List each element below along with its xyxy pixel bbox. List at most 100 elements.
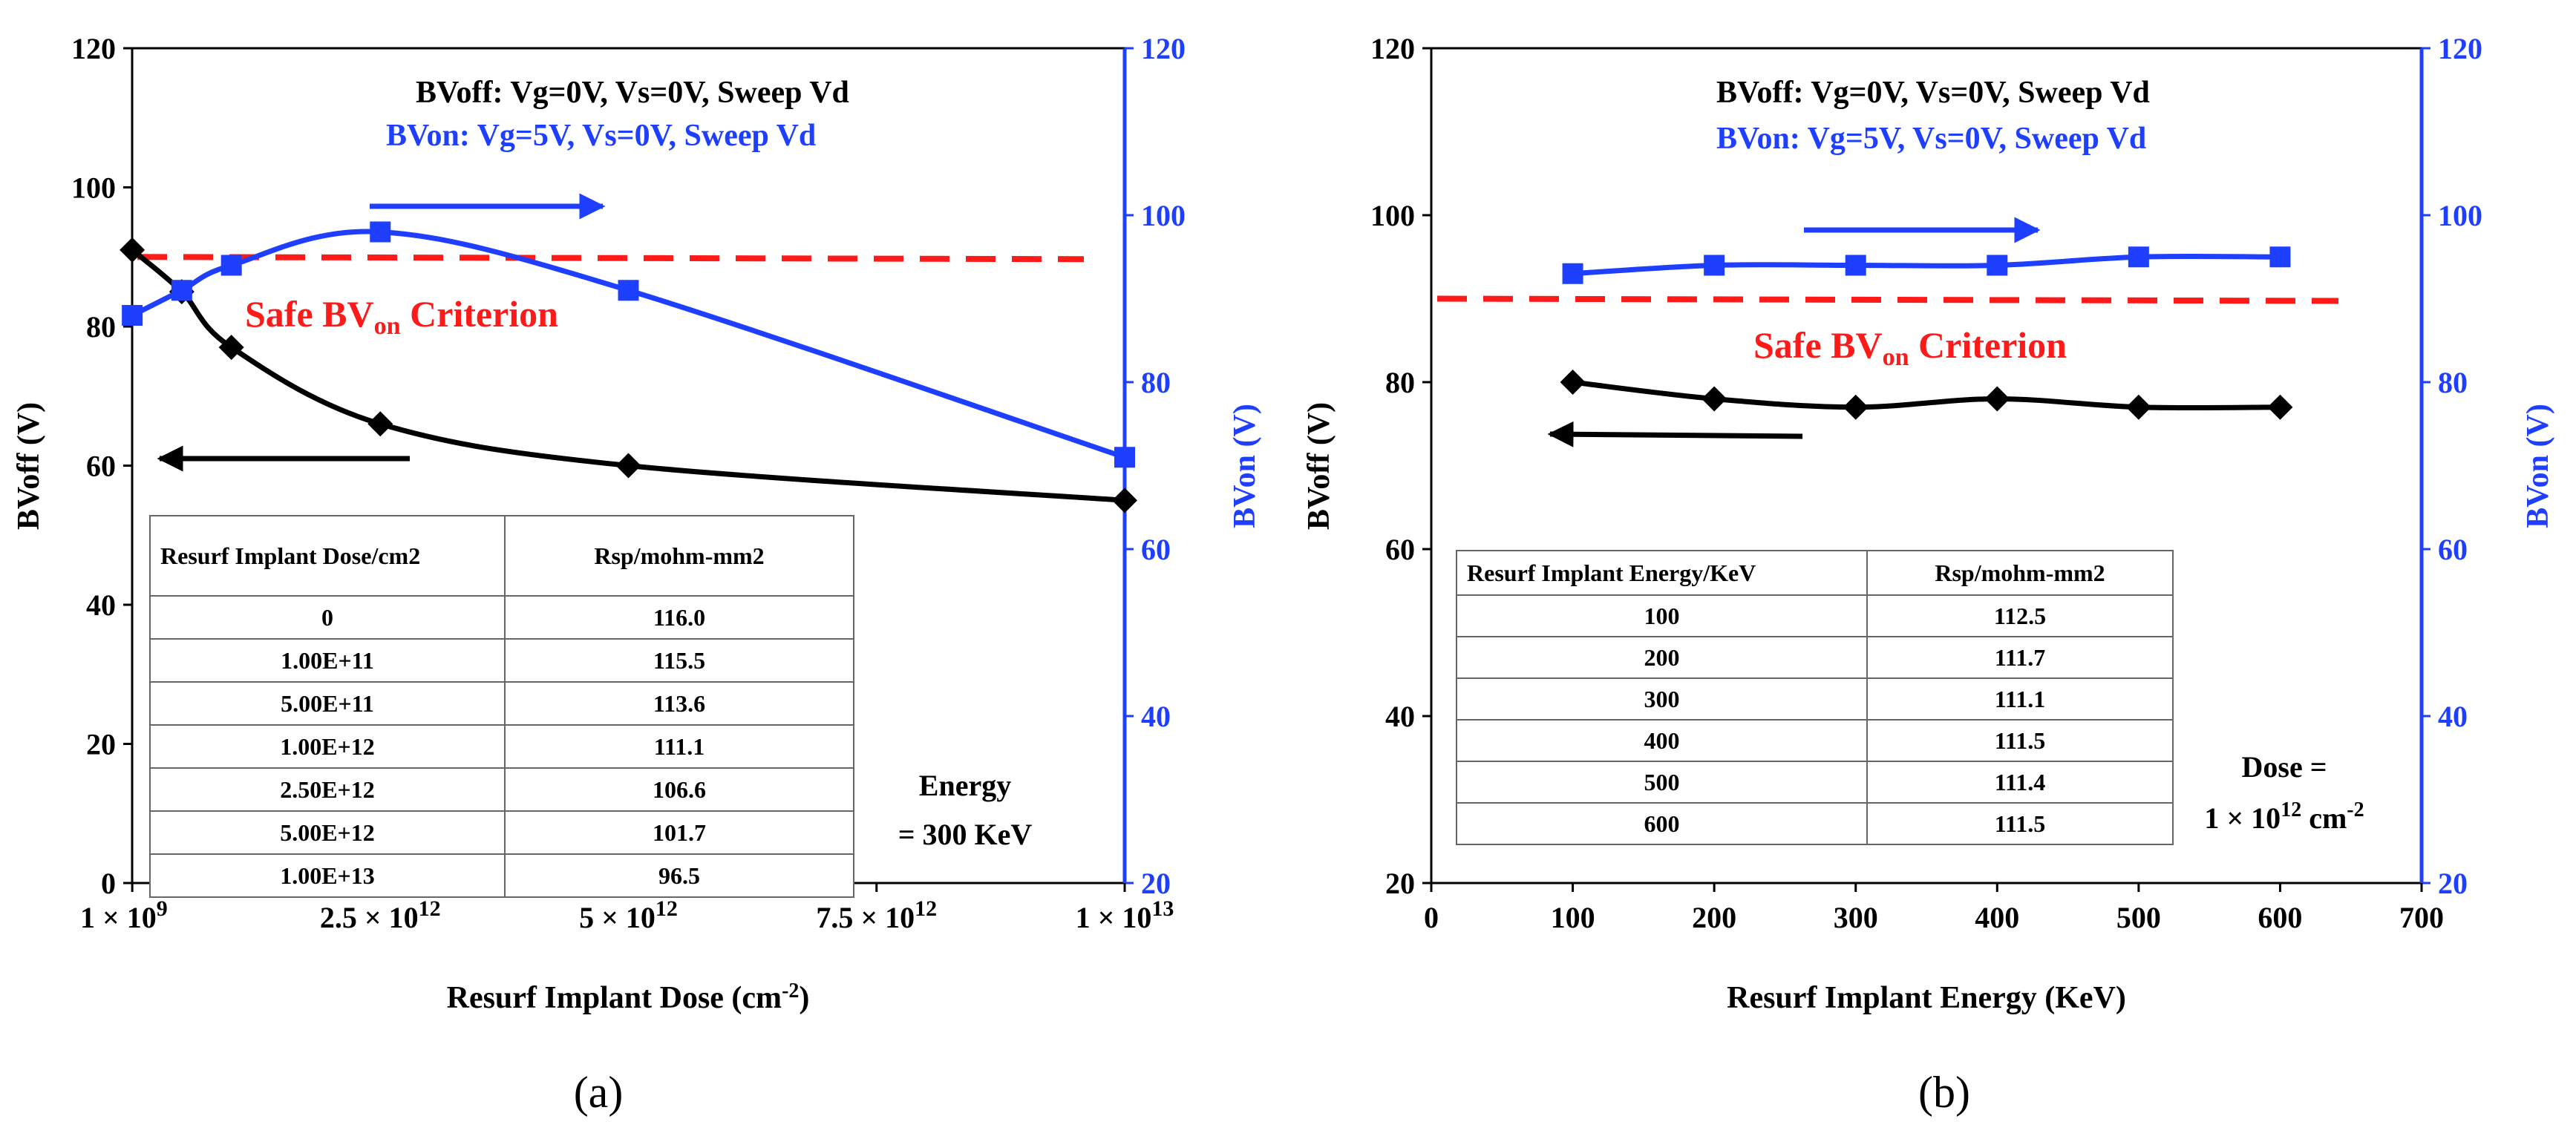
point-bvoff [1112,488,1137,513]
point-bvon [122,305,143,326]
y-tick-right-label: 120 [1141,32,1186,65]
table-cell: 1.00E+13 [280,862,375,889]
y-tick-left-label: 20 [86,728,116,761]
y-axis-title-right: BVon (V) [2521,404,2555,528]
point-bvon [370,221,391,243]
panel-label-a: (a) [574,1068,624,1117]
y-tick-left-label: 120 [71,32,116,65]
y-tick-left-label: 0 [101,867,116,900]
y-axis-title-right: BVon (V) [1228,404,1262,528]
point-bvoff [120,237,146,263]
table-cell: 106.6 [653,776,706,803]
y-tick-right-label: 80 [2438,366,2468,399]
table-cell: 400 [1644,727,1680,754]
y-tick-left-label: 120 [1370,32,1415,65]
table-cell: 2.50E+12 [280,776,375,803]
rsp-table: Resurf Implant Energy/KeV Rsp/mohm-mm2 100… [1456,550,2174,845]
point-bvoff [2267,394,2293,420]
condition-bvoff: BVoff: Vg=0V, Vs=0V, Sweep Vd [416,76,849,110]
note-line-2: 1 × 1012 cm-2 [2204,798,2364,835]
safe-criterion-line [1436,295,2339,304]
point-bvon [1987,255,2008,276]
x-tick-label: 2.5 × 1012 [320,896,441,934]
x-tick-label: 0 [1424,901,1439,934]
table-cell: 115.5 [653,647,705,674]
y-tick-left-label: 60 [86,450,116,483]
note-line-1: Dose = [2242,750,2327,784]
safe-criterion-line [137,254,1085,263]
condition-bvon: BVon: Vg=5V, Vs=0V, Sweep Vd [1716,122,2146,156]
table-cell: 113.6 [653,690,705,717]
table-frame [149,515,854,898]
condition-bvon: BVon: Vg=5V, Vs=0V, Sweep Vd [386,119,816,153]
y-tick-right-label: 40 [2438,700,2468,733]
table-cell: 1.00E+11 [281,647,374,674]
y-axis-title-left: BVoff (V) [1302,402,1336,530]
table-cell: 111.1 [654,733,705,760]
y-tick-left-label: 40 [86,588,116,622]
y-tick-left-label: 20 [1385,867,1415,900]
table-cell: 111.5 [1995,810,2045,837]
x-tick-label: 700 [2399,901,2444,934]
point-bvon [1845,255,1866,276]
plot-frame [1430,47,2424,885]
table-header-cell: Resurf Implant Energy/KeV [1467,559,1756,586]
y-tick-right-label: 100 [1141,199,1186,232]
series-line-bvoff [1572,379,2281,411]
table-cell: 112.5 [1994,603,2046,629]
table-cell: 96.5 [658,862,700,889]
y-tick-left-label: 80 [1385,366,1415,399]
y-tick-right-label: 20 [2438,867,2468,900]
table-cell: 100 [1644,603,1680,629]
x-tick-label: 500 [2116,901,2161,934]
table-cell: 300 [1644,686,1680,712]
table-cell: 116.0 [653,604,705,631]
y-tick-right-label: 120 [2438,32,2482,65]
arrow-left-bvoff [1547,421,1803,447]
y-tick-left-label: 100 [71,171,116,205]
safe-criterion-label: Safe BVon Criterion [1753,324,2067,371]
y-tick-left-label: 80 [86,310,116,344]
y-axis-title-left: BVoff (V) [12,402,46,530]
x-axis-title: Resurf Implant Energy (KeV) [1727,981,2126,1015]
safe-criterion-label: Safe BVon Criterion [245,293,558,340]
chart-panel-b: 20 40 60 80 100 120 20 40 60 80 100 120 0 100 200 300… [1302,32,2555,1117]
rsp-table: Resurf Implant Dose/cm2 Rsp/mohm-mm2 0 116.… [149,515,854,898]
x-tick-label: 7.5 × 1012 [816,896,937,934]
table-cell: 111.4 [1995,769,2045,795]
point-bvoff [2125,394,2151,420]
x-tick-label: 200 [1692,901,1736,934]
x-tick-label: 5 × 1012 [579,896,678,934]
y-tick-right-label: 100 [2438,199,2482,232]
table-cell: 5.00E+12 [280,819,375,846]
point-bvon [1114,447,1135,468]
point-bvoff [615,453,641,479]
point-bvoff [218,335,244,361]
condition-bvoff: BVoff: Vg=0V, Vs=0V, Sweep Vd [1716,76,2150,110]
y-tick-right-label: 40 [1141,700,1171,733]
table-cell: 1.00E+12 [280,733,375,760]
table-cell: 101.7 [653,819,706,846]
point-bvon [618,280,639,301]
table-cell: 500 [1644,769,1680,795]
point-bvon [220,255,242,276]
y-tick-right-label: 60 [1141,533,1171,566]
y-tick-left-label: 40 [1385,700,1415,733]
table-header-cell: Rsp/mohm-mm2 [594,542,764,569]
panel-label-b: (b) [1918,1068,1970,1117]
table-cell: 5.00E+11 [281,690,374,717]
x-tick-label: 1 × 1013 [1076,896,1174,934]
table-cell: 111.5 [1995,727,2045,754]
point-bvoff [1701,386,1727,412]
series-line-bvoff [130,248,1125,503]
note-line-2: = 300 KeV [898,818,1033,851]
x-tick-label: 1 × 109 [80,896,168,934]
point-bvoff [1984,386,2010,412]
x-axis-title: Resurf Implant Dose (cm-2) [447,979,810,1015]
point-bvoff [1843,394,1869,420]
y-tick-right-label: 20 [1141,867,1171,900]
point-bvon [2128,246,2149,268]
y-tick-right-label: 80 [1141,366,1171,399]
series-line-bvon [131,229,1126,460]
